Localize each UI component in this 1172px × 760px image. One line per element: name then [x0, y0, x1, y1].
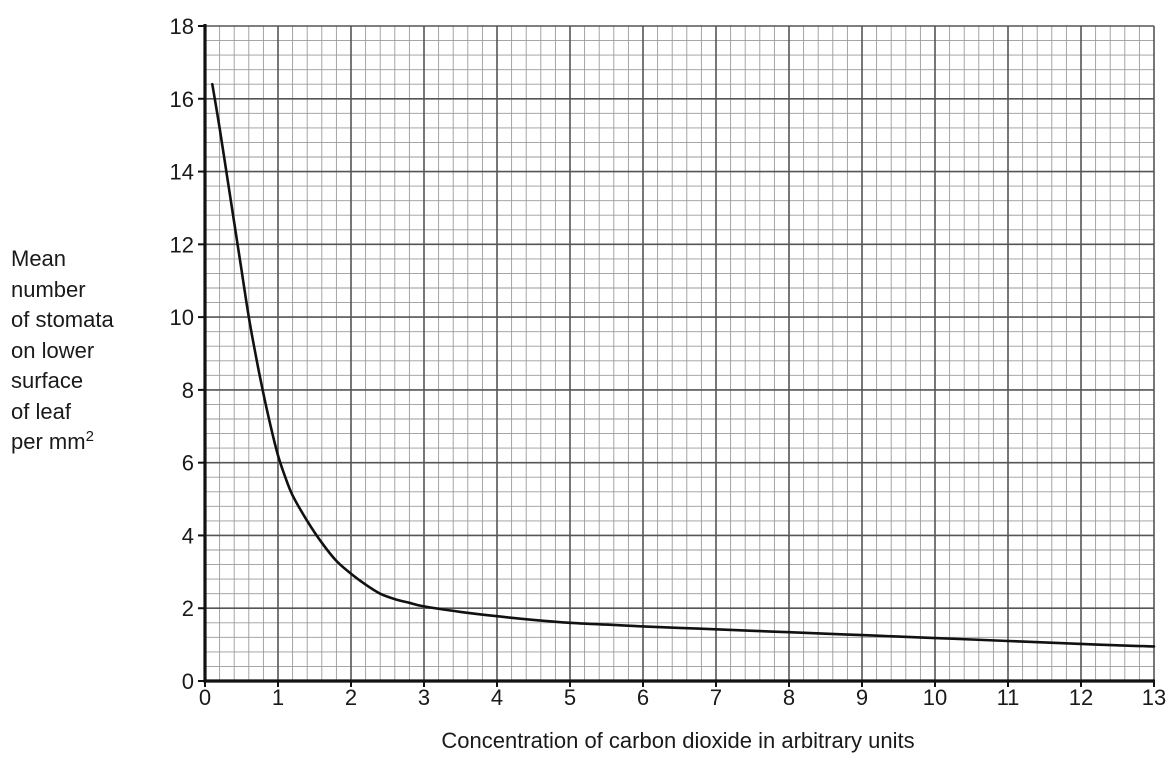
x-tick-label: 6 — [637, 685, 649, 710]
major-grid — [204, 25, 1155, 682]
y-axis-label-superscript: 2 — [85, 428, 94, 445]
y-axis-label: Mean number of stomata on lower surface … — [11, 244, 161, 458]
y-tick-label: 18 — [170, 14, 194, 39]
x-tick-label: 7 — [710, 685, 722, 710]
y-axis-label-line: on lower — [11, 337, 95, 363]
x-tick-label: 1 — [272, 685, 284, 710]
y-axis-label-line: of stomata — [11, 307, 114, 332]
x-tick-label: 13 — [1142, 685, 1166, 710]
y-tick-label: 2 — [182, 596, 194, 621]
x-axis-label: Concentration of carbon dioxide in arbit… — [441, 728, 914, 753]
x-tick-label: 10 — [923, 685, 947, 710]
y-tick-label: 10 — [170, 305, 194, 330]
y-tick-label: 8 — [182, 378, 194, 403]
y-tick-label: 12 — [170, 232, 194, 257]
y-tick-label: 14 — [170, 160, 194, 185]
y-axis-label-unit: per mm — [11, 429, 86, 454]
x-tick-label: 0 — [199, 685, 211, 710]
x-tick-label: 3 — [418, 685, 430, 710]
y-axis-label-line: number — [11, 276, 86, 302]
x-tick-label: 2 — [345, 685, 357, 710]
x-tick-label: 11 — [997, 685, 1020, 710]
y-tick-labels: 0 2 4 6 8 10 12 14 16 18 — [170, 14, 194, 694]
y-tick-label: 16 — [170, 87, 194, 112]
x-tick-label: 12 — [1069, 685, 1093, 710]
y-axis-label-line: per mm2 — [11, 427, 161, 458]
y-axis-label-line: of leaf — [11, 398, 71, 424]
y-tick-label: 6 — [182, 451, 194, 476]
data-line — [211, 82, 1156, 648]
x-tick-label: 9 — [856, 685, 868, 710]
y-tick-label: 4 — [182, 523, 194, 548]
x-tick-label: 4 — [491, 685, 503, 710]
x-tick-labels: 0 1 2 3 4 5 6 7 8 9 10 11 12 13 — [199, 685, 1166, 710]
x-tick-label: 8 — [783, 685, 795, 710]
y-tick-label: 0 — [182, 669, 194, 694]
y-axis-label-line: Mean — [11, 246, 67, 271]
axes — [198, 24, 1155, 687]
minor-grid — [205, 26, 1154, 681]
x-tick-label: 5 — [564, 685, 576, 710]
y-axis-label-line: surface — [11, 368, 84, 393]
